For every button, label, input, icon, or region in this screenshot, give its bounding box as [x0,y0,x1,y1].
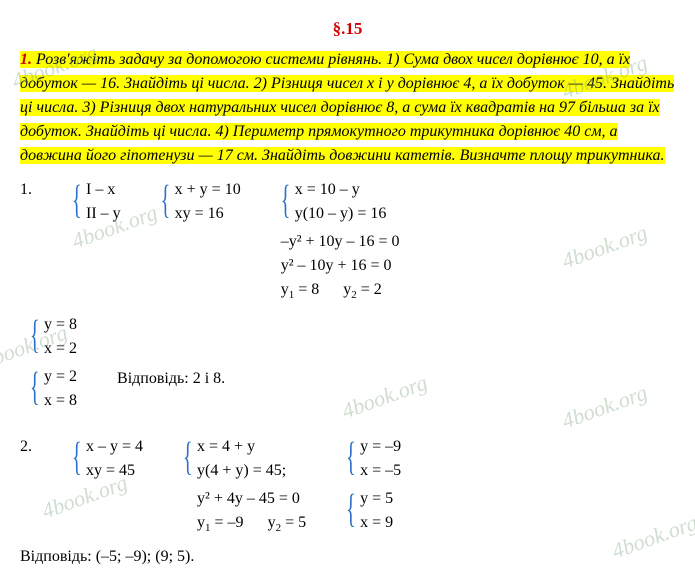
sol2-roots-g2b: x = 9 [360,511,401,535]
solution-1: 1. І – x ІІ – y x + y = 10 xy = 16 x = 1… [20,178,675,304]
sol2-deriv-roots: y1 = –9 y2 = 5 [197,511,306,537]
sol2-roots-g1: y = –9 x = –5 [346,435,401,483]
sol2-roots-g1a: y = –9 [360,435,401,459]
sol1-sys1-a: x + y = 10 [175,178,241,202]
sol1-defs: І – x ІІ – y [72,178,121,226]
sol1-sys1-b: xy = 16 [175,202,241,226]
section-title: §.15 [20,16,675,42]
sol2-sys1-a: x – y = 4 [86,435,143,459]
sol2-deriv-a: y² + 4y – 45 = 0 [197,487,306,511]
sol1-def-a: І – x [86,178,121,202]
sol1-deriv-roots: y1 = 8 y2 = 2 [281,278,400,304]
sol2-sys1-b: xy = 45 [86,459,143,483]
sol2-roots-g2a: y = 5 [360,487,401,511]
sol1-roots-g2a: y = 2 [44,365,77,389]
sol1-sys2: x = 10 – y y(10 – y) = 16 [281,178,400,226]
sol2-roots-g1b: x = –5 [360,459,401,483]
sol2-sys2-b: y(4 + y) = 45; [197,459,306,483]
sol1-roots-g2: y = 2 x = 8 [30,365,77,413]
sol1-sys2-b: y(10 – y) = 16 [295,202,400,226]
sol1-sys1: x + y = 10 xy = 16 [161,178,241,226]
sol1-sys2-a: x = 10 – y [295,178,400,202]
sol1-deriv-b: y² – 10y + 16 = 0 [281,254,400,278]
problem-number: 1. [20,51,32,68]
sol1-answer: Відповідь: 2 і 8. [117,367,225,391]
solution-1-roots-row: y = 8 x = 2 y = 2 x = 8 Відповідь: 2 і 8… [20,313,675,417]
problem-block: 1. Розв'яжіть задачу за допомогою систем… [20,48,675,168]
sol1-roots-g1: y = 8 x = 2 [30,313,77,361]
sol1-def-b: ІІ – y [86,202,121,226]
sol1-deriv-a: –y² + 10y – 16 = 0 [281,230,400,254]
problem-text: Розв'яжіть задачу за допомогою системи р… [20,51,674,164]
sol2-sys1: x – y = 4 xy = 45 [72,435,143,483]
sol2-label: 2. [20,435,32,459]
sol1-label: 1. [20,178,32,202]
sol2-sys2: x = 4 + y y(4 + y) = 45; [183,435,306,483]
sol1-roots-g1b: x = 2 [44,337,77,361]
sol2-answer: Відповідь: (–5; –9); (9; 5). [20,545,675,569]
sol2-roots-g2: y = 5 x = 9 [346,487,401,535]
sol1-roots-g1a: y = 8 [44,313,77,337]
solution-2: 2. x – y = 4 xy = 45 x = 4 + y y(4 + y) … [20,435,675,539]
sol1-roots-g2b: x = 8 [44,389,77,413]
sol2-sys2-a: x = 4 + y [197,435,306,459]
